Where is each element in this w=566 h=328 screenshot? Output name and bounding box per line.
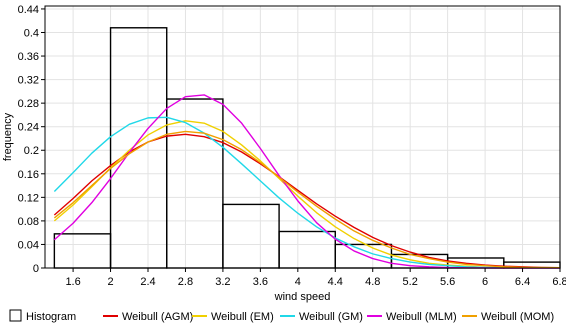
legend-label: Weibull (AGM): [122, 311, 193, 323]
x-tick-label: 4.8: [365, 276, 380, 288]
x-axis: 1.6 2 2.4 2.8 3.2 3.6 4 4.4 4.8 5.2 5.6 6 6.4 6.8: [65, 268, 566, 288]
legend-label: Weibull (MLM): [386, 311, 457, 323]
y-tick-label: 0.04: [18, 239, 39, 251]
y-tick-label: 0.2: [24, 145, 39, 157]
y-tick-label: 0.16: [18, 169, 39, 181]
x-tick-label: 6.4: [515, 276, 530, 288]
y-tick-label: 0: [33, 263, 39, 275]
y-tick-label: 0.28: [18, 98, 39, 110]
x-tick-label: 2.8: [178, 276, 193, 288]
series-line: [53, 116, 560, 269]
x-tick-label: 4: [295, 276, 301, 288]
x-tick-label: 6.8: [552, 276, 566, 288]
x-tick-label: 2: [107, 276, 113, 288]
y-tick-label: 0.4: [24, 27, 39, 39]
y-axis-label: frequency: [2, 112, 14, 161]
y-tick-label: 0.36: [18, 51, 39, 63]
y-axis: 0 0.04 0.08 0.12 0.16 0.2 0.24 0.28 0.32 0.36 0.4 0…: [18, 4, 45, 275]
x-tick-label: 4.4: [328, 276, 343, 288]
y-tick-label: 0.24: [18, 122, 39, 134]
y-tick-label: 0.44: [18, 4, 39, 16]
x-tick-label: 3.2: [215, 276, 230, 288]
y-tick-label: 0.08: [18, 216, 39, 228]
plot-frame: [44, 5, 561, 269]
series-line: [53, 130, 561, 269]
x-tick-label: 3.6: [253, 276, 268, 288]
legend-label: Weibull (EM): [211, 311, 274, 323]
legend-label-histogram: Histogram: [26, 311, 76, 323]
x-axis-label: wind speed: [274, 291, 331, 303]
x-tick-label: 6: [482, 276, 488, 288]
y-tick-label: 0.32: [18, 75, 39, 87]
x-tick-label: 1.6: [65, 276, 80, 288]
legend-label: Weibull (MOM): [481, 311, 554, 323]
x-tick-label: 2.4: [140, 276, 155, 288]
series-line: [53, 133, 561, 269]
legend-swatch-histogram: [9, 309, 22, 322]
x-tick-label: 5.6: [440, 276, 455, 288]
legend: Histogram Weibull (AGM) Weibull (EM) Weibul…: [9, 309, 554, 323]
legend-label: Weibull (GM): [299, 311, 363, 323]
y-tick-label: 0.12: [18, 192, 39, 204]
x-tick-label: 5.2: [403, 276, 418, 288]
